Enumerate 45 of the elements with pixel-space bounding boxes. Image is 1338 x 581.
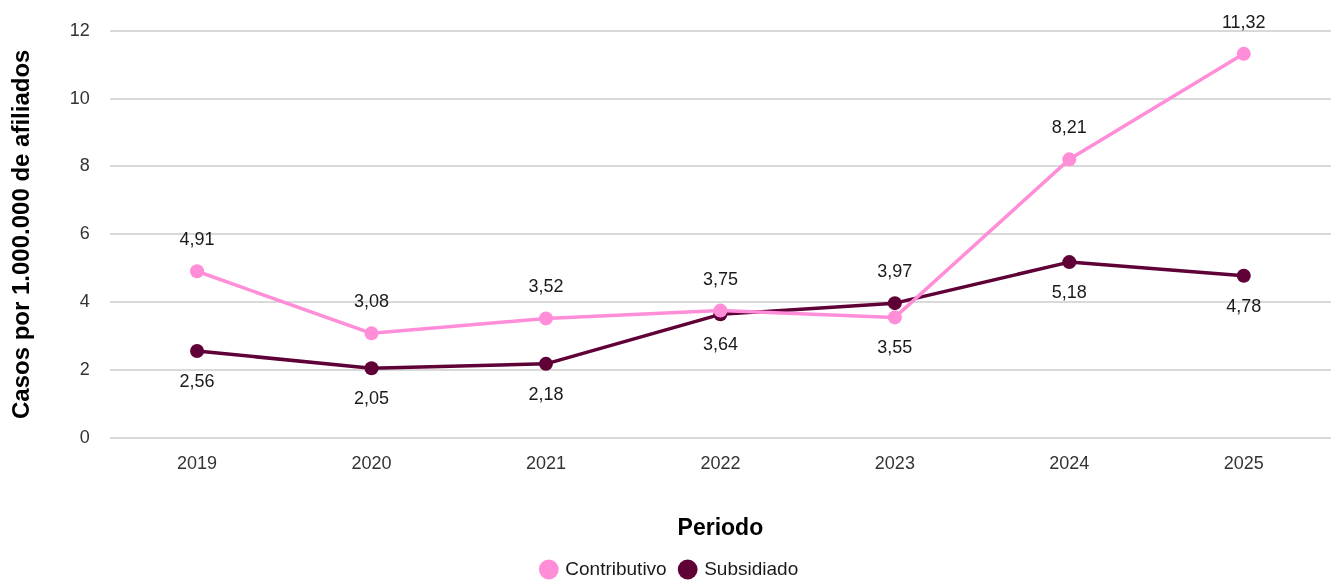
point [887, 310, 902, 325]
data-label: 2,18 [528, 383, 564, 404]
x-tick-label: 2021 [525, 452, 566, 473]
data-label: 3,55 [877, 337, 913, 358]
data-label: 3,08 [353, 291, 390, 312]
data-label: 3,97 [877, 261, 913, 282]
point [1236, 46, 1251, 61]
data-label: 11,32 [1221, 11, 1266, 32]
point [1062, 152, 1077, 167]
point [364, 361, 379, 376]
point [190, 343, 205, 358]
y-tick-label: 0 [79, 426, 90, 447]
point [713, 303, 728, 318]
y-tick-label: 10 [69, 87, 90, 108]
point [538, 356, 553, 371]
y-tick-label: 4 [79, 291, 90, 312]
x-tick-label: 2023 [874, 452, 915, 473]
data-label: 2,05 [353, 388, 390, 409]
point [1236, 268, 1251, 283]
point [364, 326, 379, 341]
point [538, 311, 553, 326]
data-label: 8,21 [1051, 117, 1087, 138]
data-label: 3,52 [528, 276, 564, 297]
y-axis-title: Casos por 1.000.000 de afiliados [7, 49, 35, 420]
data-label: 3,64 [702, 334, 738, 355]
data-label: 2,56 [179, 370, 215, 391]
data-label: 5,18 [1051, 282, 1087, 303]
x-axis-title: Periodo [677, 513, 764, 540]
data-label: 4,91 [179, 229, 215, 250]
legend-label: Subsidiado [704, 557, 799, 579]
legend-label: Contributivo [565, 557, 667, 579]
x-tick-label: 2024 [1049, 452, 1090, 473]
y-tick-label: 2 [79, 358, 90, 379]
point [1062, 255, 1077, 270]
data-label: 4,78 [1226, 295, 1262, 316]
point [887, 296, 902, 311]
data-label: 3,75 [702, 268, 738, 289]
x-tick-label: 2019 [177, 452, 218, 473]
x-tick-label: 2025 [1223, 452, 1264, 473]
x-tick-label: 2022 [700, 452, 741, 473]
y-tick-label: 12 [69, 19, 90, 40]
y-tick-label: 8 [79, 155, 90, 176]
point [190, 264, 205, 279]
x-tick-label: 2020 [351, 452, 392, 473]
y-tick-label: 6 [79, 223, 90, 244]
